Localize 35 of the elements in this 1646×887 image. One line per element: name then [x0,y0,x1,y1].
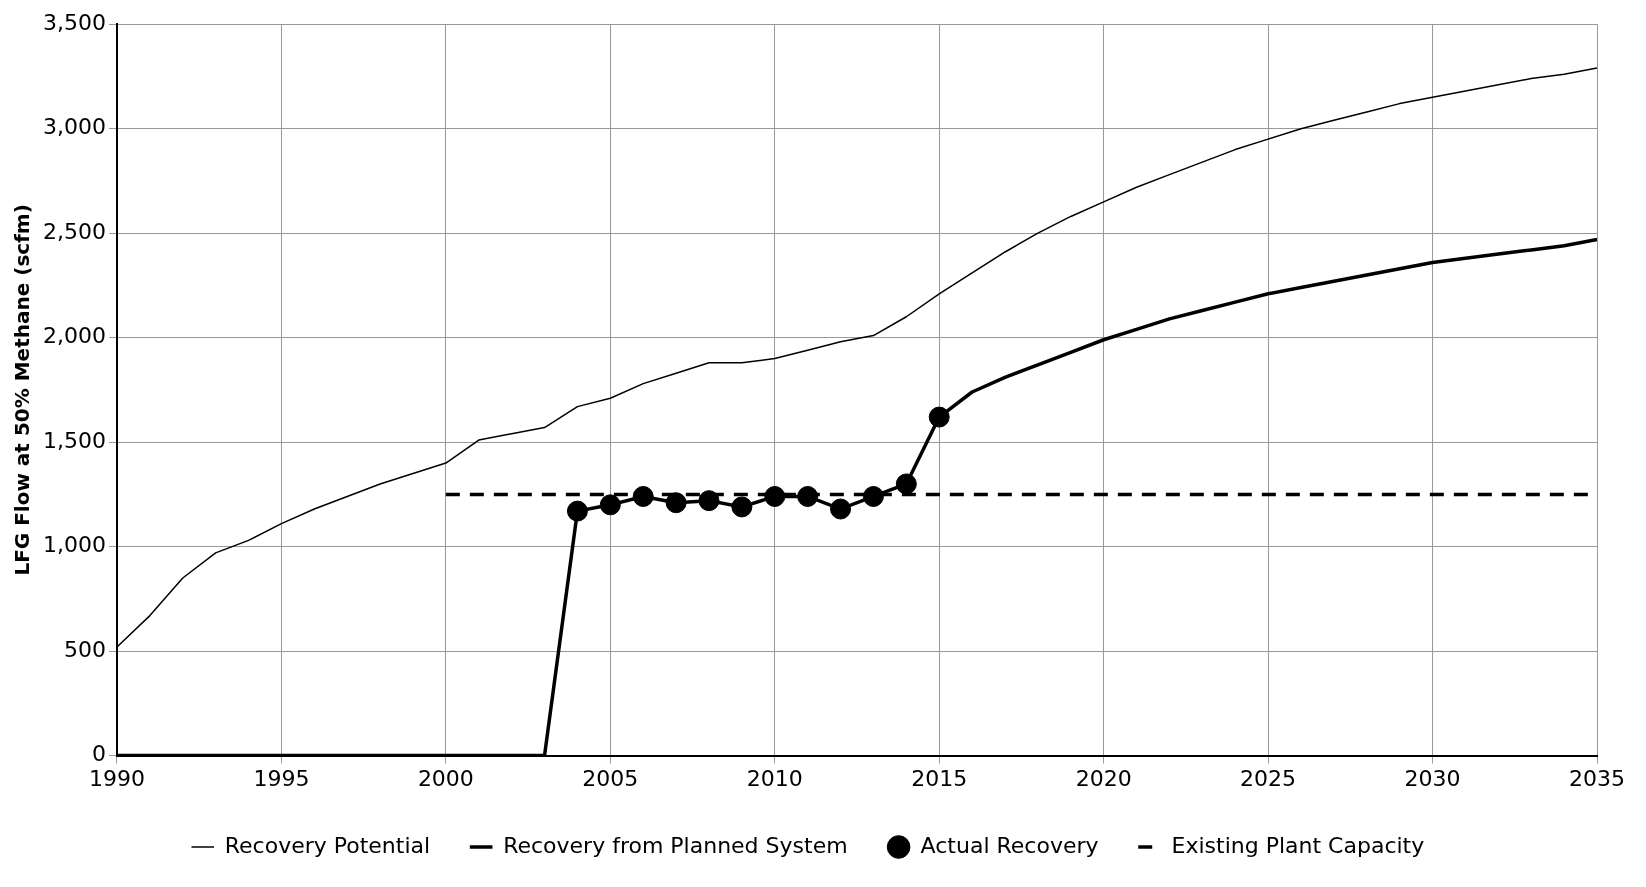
y-tick-label: 3,500 [43,9,106,35]
point [928,406,950,428]
y-tick-label: 2,500 [43,218,106,244]
point [797,485,819,507]
legend-label: Recovery from Planned System [503,832,848,858]
point [830,498,852,520]
x-tick-label: 2025 [1240,765,1297,791]
legend-label: Existing Plant Capacity [1171,832,1425,858]
x-tick-label: 2000 [417,765,474,791]
point [731,496,753,518]
legend-label: Actual Recovery [920,832,1099,858]
x-tick-label: 2035 [1569,765,1626,791]
point [698,490,720,512]
point [764,485,786,507]
legend-label: Recovery Potential [224,832,431,858]
y-tick-label: 3,000 [43,114,106,140]
x-tick-label: 2020 [1075,765,1132,791]
point [665,492,687,514]
x-tick-label: 2005 [582,765,639,791]
x-tick-label: 2015 [911,765,968,791]
point [632,485,654,507]
point [862,485,884,507]
y-tick-label: 500 [63,636,106,662]
point [599,494,621,516]
y-tick-label: 2,000 [43,323,106,349]
y-tick-label: 0 [91,741,106,767]
x-tick-label: 2030 [1404,765,1461,791]
x-tick-label: 1990 [88,765,145,791]
y-tick-label: 1,000 [43,532,106,558]
y-tick-label: 1,500 [43,427,106,453]
point [566,500,588,522]
x-tick-label: 1995 [253,765,310,791]
y-axis-title: LFG Flow at 50% Methane (scfm) [10,204,35,576]
x-tick-label: 2010 [746,765,803,791]
point [895,473,917,495]
